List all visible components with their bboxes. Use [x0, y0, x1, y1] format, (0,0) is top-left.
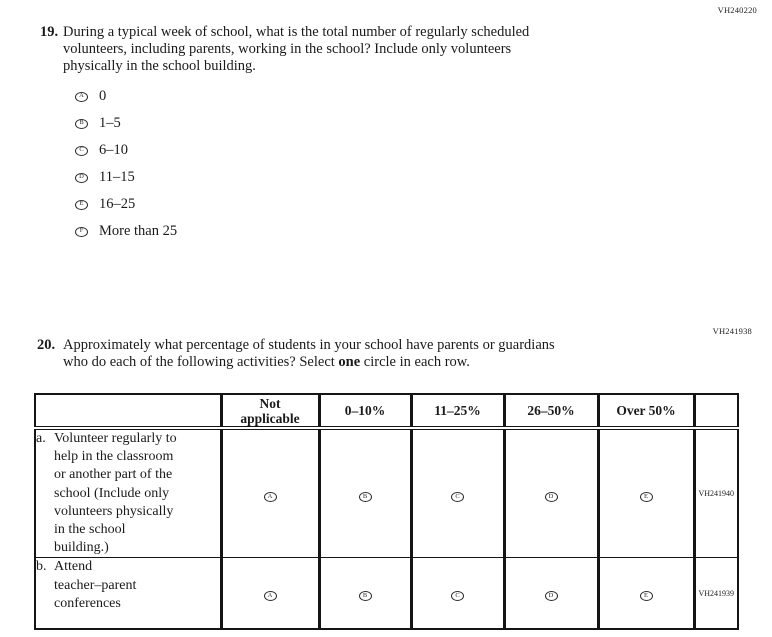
question-20-number: 20. — [37, 337, 56, 353]
option-row-c: C 6–10 — [75, 137, 177, 164]
answer-bubble-b[interactable]: B — [75, 118, 88, 129]
line2-before: who do each of the following activities?… — [63, 354, 339, 370]
question-20-line2: who do each of the following activities?… — [63, 354, 703, 371]
header-over-50: Over 50% — [596, 394, 694, 430]
q20-response-table: Not applicable 0–10% 11–25% 26–50% Over … — [34, 393, 739, 630]
row-a-label: Volunteer regularly to help in the class… — [54, 431, 177, 556]
row-a-label-cell: a. Volunteer regularly to help in the cl… — [35, 428, 221, 559]
question-19-text: During a typical week of school, what is… — [63, 24, 530, 74]
question-19-code: VH240220 — [717, 5, 757, 15]
row-b-cell-11-25: C — [409, 557, 504, 629]
row-a-cell-not-applicable: A — [219, 428, 319, 559]
option-row-d: D 11–15 — [75, 164, 177, 191]
row-a-cell-26-50: D — [502, 428, 598, 559]
answer-bubble-d[interactable]: D — [544, 591, 558, 602]
option-label: More than 25 — [99, 223, 178, 239]
header-26-50: 26–50% — [502, 394, 598, 430]
header-code-col — [692, 394, 738, 430]
row-a-code: VH241940 — [692, 428, 738, 559]
row-b-prefix: b. — [36, 559, 47, 575]
row-a-cell-over-50: E — [596, 428, 694, 559]
answer-bubble-a[interactable]: A — [75, 91, 88, 102]
answer-bubble-c[interactable]: C — [451, 591, 464, 602]
option-label: 1–5 — [99, 115, 121, 131]
row-b-cell-0-10: B — [317, 557, 411, 629]
answer-bubble-f[interactable]: F — [75, 226, 88, 237]
header-11-25: 11–25% — [409, 394, 504, 430]
option-label: 11–15 — [99, 169, 135, 185]
question-19-options: A 0 B 1–5 C 6–10 D 11–15 E 16–25 F More … — [75, 83, 177, 245]
row-b-cell-not-applicable: A — [219, 557, 319, 629]
answer-bubble-d[interactable]: D — [75, 172, 88, 183]
table-header-row: Not applicable 0–10% 11–25% 26–50% Over … — [35, 394, 738, 430]
answer-bubble-e[interactable]: E — [75, 199, 88, 210]
answer-bubble-e[interactable]: E — [639, 491, 653, 502]
option-label: 16–25 — [99, 196, 136, 212]
row-b-code: VH241939 — [692, 557, 738, 629]
answer-bubble-a[interactable]: A — [263, 591, 277, 602]
answer-bubble-e[interactable]: E — [639, 591, 653, 602]
row-a-cell-0-10: B — [317, 428, 411, 559]
row-b-cell-over-50: E — [596, 557, 694, 629]
row-a-cell-11-25: C — [409, 428, 504, 559]
option-row-a: A 0 — [75, 83, 177, 110]
question-20-text: Approximately what percentage of student… — [63, 337, 703, 371]
answer-bubble-b[interactable]: B — [358, 491, 372, 502]
row-b-label-cell: b. Attend teacher–parent conferences — [35, 558, 221, 629]
answer-bubble-d[interactable]: D — [544, 491, 558, 502]
line2-bold-word: one — [338, 354, 361, 370]
table-row-a: a. Volunteer regularly to help in the cl… — [35, 428, 738, 559]
answer-bubble-b[interactable]: B — [358, 591, 372, 602]
line2-after: circle in each row. — [360, 354, 470, 370]
option-row-f: F More than 25 — [75, 218, 177, 245]
option-row-e: E 16–25 — [75, 191, 177, 218]
option-row-b: B 1–5 — [75, 110, 177, 137]
option-label: 0 — [99, 88, 107, 104]
header-0-10: 0–10% — [317, 394, 411, 430]
row-b-cell-26-50: D — [502, 557, 598, 629]
header-not-applicable: Not applicable — [219, 394, 319, 430]
question-20-line1: Approximately what percentage of student… — [63, 337, 555, 353]
row-b-label: Attend teacher–parent conferences — [54, 559, 137, 611]
table-row-b: b. Attend teacher–parent conferences A B… — [35, 557, 738, 629]
question-19-number: 19. — [40, 24, 59, 40]
question-20-code: VH241938 — [712, 326, 752, 336]
row-a-prefix: a. — [36, 431, 46, 446]
answer-bubble-c[interactable]: C — [451, 491, 464, 502]
answer-bubble-c[interactable]: C — [75, 145, 88, 156]
option-label: 6–10 — [99, 142, 128, 158]
answer-bubble-a[interactable]: A — [263, 491, 277, 502]
header-empty — [35, 394, 221, 430]
